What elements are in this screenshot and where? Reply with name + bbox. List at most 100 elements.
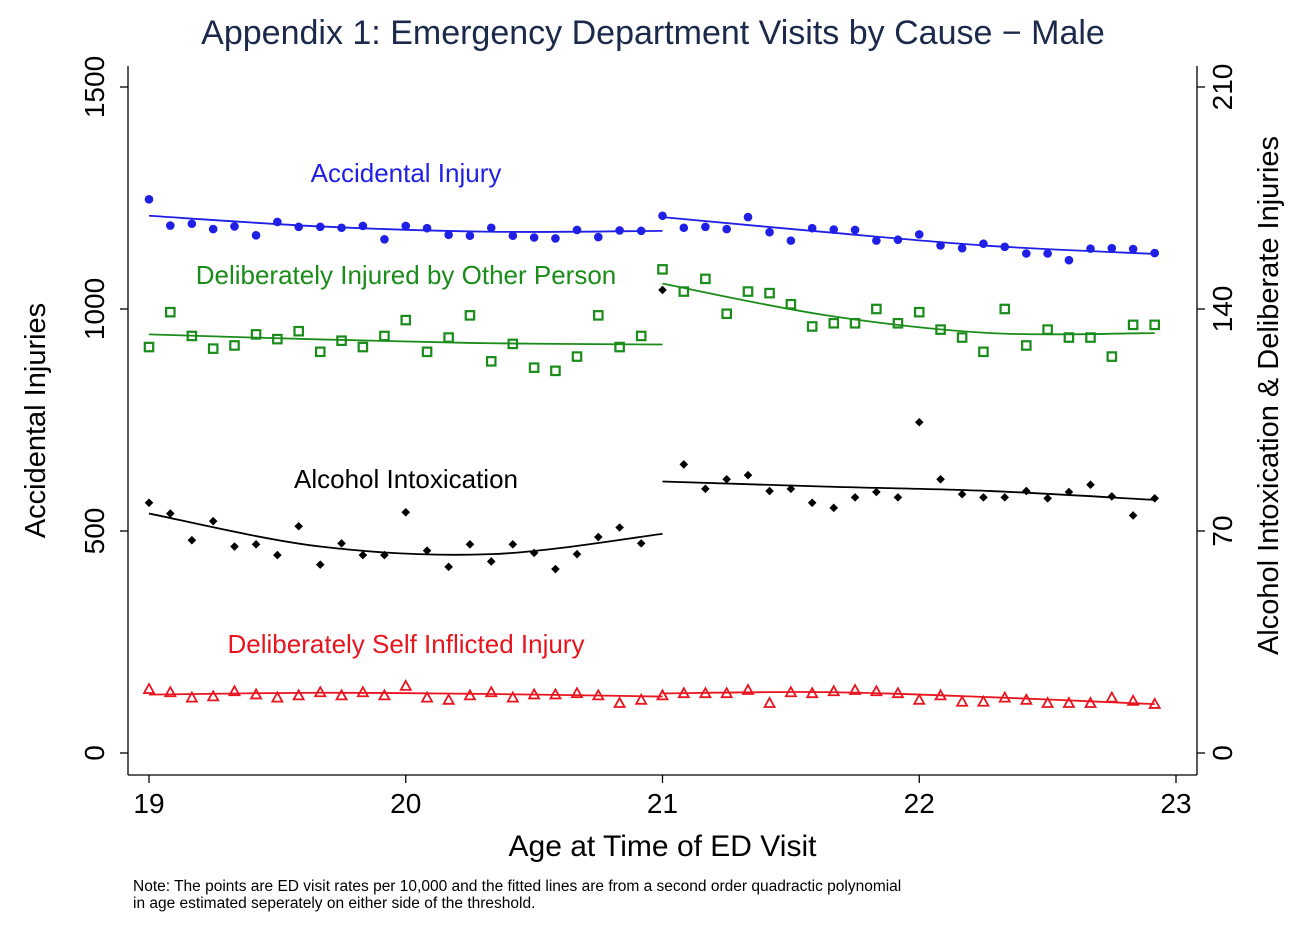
data-point	[442, 692, 456, 705]
data-point	[337, 539, 346, 548]
data-point	[764, 287, 775, 299]
data-point	[294, 222, 303, 232]
data-point	[1043, 249, 1052, 258]
data-point	[486, 223, 496, 233]
data-point	[293, 325, 304, 337]
data-point	[422, 223, 432, 233]
data-point	[208, 224, 218, 234]
data-point	[251, 540, 261, 549]
data-point	[250, 329, 262, 340]
fit-line-right-1	[662, 282, 1155, 336]
data-point	[571, 351, 583, 362]
data-point	[914, 417, 924, 427]
series-label: Deliberately Self Inflicted Injury	[228, 629, 585, 659]
data-point	[420, 690, 434, 703]
y-right-tick-label: 0	[1207, 745, 1238, 761]
data-point	[400, 314, 412, 326]
data-point	[1086, 480, 1095, 489]
x-tick-label: 23	[1160, 788, 1191, 819]
data-point	[1126, 693, 1140, 706]
data-point	[1148, 697, 1162, 709]
data-point	[976, 694, 990, 707]
data-point	[1041, 696, 1055, 708]
data-point	[999, 303, 1011, 315]
data-point	[872, 487, 881, 497]
data-point	[957, 489, 967, 499]
data-point	[1062, 696, 1076, 708]
data-point	[187, 219, 197, 229]
data-point	[1042, 324, 1053, 335]
data-point	[508, 231, 518, 241]
data-point	[850, 225, 860, 235]
data-point	[272, 333, 283, 345]
fitted-lines	[148, 214, 1155, 706]
data-point	[613, 696, 627, 708]
fit-line-right-2	[662, 480, 1155, 501]
data-point	[1063, 332, 1075, 343]
data-point	[464, 310, 476, 321]
data-point	[163, 685, 177, 698]
data-point	[722, 475, 731, 484]
data-point	[1021, 340, 1032, 351]
data-point	[230, 542, 239, 551]
data-point	[679, 223, 689, 233]
data-point	[508, 540, 518, 549]
data-point	[463, 688, 477, 701]
data-point	[678, 286, 690, 297]
series-label: Alcohol Intoxication	[294, 464, 518, 494]
fit-line-left-1	[148, 333, 663, 346]
data-point	[380, 234, 389, 244]
data-point	[358, 221, 368, 231]
data-point	[892, 317, 904, 329]
data-point	[677, 686, 691, 699]
data-point	[142, 682, 156, 694]
data-point	[763, 696, 777, 708]
data-point	[978, 346, 989, 358]
data-point	[743, 212, 753, 222]
data-point	[292, 688, 306, 701]
data-point	[1086, 244, 1095, 253]
data-point	[273, 217, 282, 227]
data-point	[380, 550, 389, 560]
data-point	[294, 521, 303, 531]
data-point	[594, 532, 603, 542]
data-point	[356, 685, 370, 698]
y-left-axis-title: Accidental Injuries	[20, 303, 52, 538]
data-point	[1000, 493, 1010, 502]
data-point	[742, 286, 754, 297]
data-point	[785, 298, 797, 310]
data-point	[1022, 249, 1031, 258]
data-point	[273, 550, 282, 560]
data-point	[722, 224, 731, 234]
data-point	[251, 230, 261, 240]
data-point	[936, 241, 945, 250]
y-right-axis-title: Alcohol Intoxication & Deliberate Injuri…	[1253, 136, 1285, 655]
data-point	[765, 486, 774, 496]
data-point	[1064, 487, 1074, 497]
data-point	[1149, 319, 1160, 331]
fit-line-left-3	[148, 691, 663, 698]
data-point	[185, 690, 199, 703]
data-point	[572, 225, 582, 235]
data-point	[1127, 319, 1139, 331]
chart-title: Appendix 1: Emergency Department Visits …	[201, 14, 1105, 52]
data-point	[914, 230, 924, 239]
data-point	[507, 338, 519, 350]
data-point	[249, 687, 263, 700]
data-point	[1128, 244, 1138, 254]
data-point	[935, 324, 946, 335]
data-point	[270, 690, 284, 703]
data-point	[358, 550, 368, 560]
data-point	[658, 285, 667, 295]
data-point	[936, 475, 945, 484]
data-point	[805, 686, 819, 699]
data-point	[979, 239, 988, 249]
data-point	[891, 686, 905, 699]
data-point	[741, 683, 755, 695]
data-point	[829, 503, 839, 513]
data-point	[1128, 511, 1138, 520]
data-point	[956, 332, 968, 343]
data-point	[849, 317, 861, 329]
y-right-tick-label: 210	[1207, 64, 1238, 111]
